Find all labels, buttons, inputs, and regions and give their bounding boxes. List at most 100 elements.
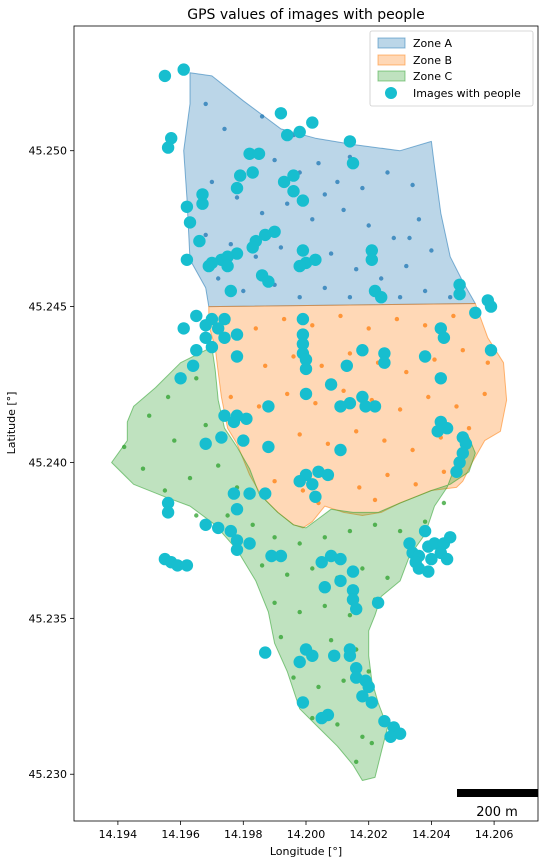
- people-point: [174, 372, 187, 385]
- zone-a-point: [316, 161, 321, 166]
- y-tick-label: 45.245: [29, 301, 68, 314]
- people-point: [161, 506, 175, 519]
- zone-a-point: [379, 276, 384, 281]
- people-point: [262, 440, 275, 454]
- point-layer: [122, 63, 498, 764]
- people-point: [193, 234, 206, 248]
- zone-c-point: [140, 466, 146, 471]
- people-point: [218, 409, 231, 422]
- people-point: [371, 596, 385, 609]
- people-point: [262, 275, 275, 288]
- zone-b-point: [422, 323, 428, 328]
- zone-b-point: [325, 441, 331, 446]
- people-point: [180, 253, 194, 266]
- legend-swatch-zone-a: [377, 37, 406, 49]
- people-point: [378, 715, 391, 728]
- zone-b-point: [354, 429, 359, 434]
- zone-b-point: [263, 363, 268, 368]
- people-point: [227, 487, 241, 500]
- zone-b-point: [394, 316, 400, 322]
- people-point: [343, 397, 357, 410]
- people-point: [469, 306, 482, 319]
- zone-a-point: [422, 288, 428, 294]
- people-point: [484, 300, 498, 313]
- people-point: [296, 194, 310, 207]
- legend-label-zone-b: Zone B: [413, 54, 452, 67]
- people-point: [190, 344, 203, 357]
- zone-c-point: [147, 413, 152, 418]
- people-point: [346, 593, 360, 606]
- people-point: [190, 309, 203, 323]
- zone-b-point: [466, 426, 472, 431]
- zone-a-point: [397, 295, 403, 300]
- zone-c-point: [250, 522, 255, 527]
- zone-c-point: [422, 519, 428, 524]
- people-point: [346, 565, 360, 578]
- people-point: [218, 331, 231, 344]
- people-point: [243, 487, 256, 500]
- people-point: [334, 552, 347, 566]
- people-point: [183, 216, 197, 229]
- people-point: [199, 437, 212, 450]
- people-point: [459, 437, 473, 450]
- zone-b-point: [300, 488, 306, 493]
- people-point: [306, 649, 319, 662]
- x-axis: 14.194 14.196 14.198 14.200 14.202 14.204 14.2…: [99, 821, 513, 841]
- people-point: [262, 400, 275, 413]
- legend-swatch-zone-b: [377, 54, 406, 66]
- zone-c-point: [347, 613, 353, 618]
- people-point: [293, 475, 306, 488]
- people-point: [362, 680, 375, 694]
- people-point: [268, 225, 281, 238]
- people-point: [365, 253, 378, 266]
- legend-label-zone-c: Zone C: [413, 70, 453, 83]
- zone-a-point: [241, 288, 246, 294]
- zone-c-point: [328, 638, 334, 643]
- people-point: [274, 107, 288, 120]
- people-point: [165, 132, 178, 145]
- people-point: [158, 69, 172, 83]
- people-point: [296, 312, 310, 326]
- zone-a-point: [322, 192, 327, 197]
- scale-bar: 200 m: [457, 789, 538, 820]
- people-point: [186, 359, 200, 372]
- people-point: [293, 259, 306, 273]
- zone-c-point: [310, 566, 315, 571]
- people-point: [252, 147, 266, 160]
- people-point: [484, 344, 498, 357]
- zone-c-point: [297, 609, 302, 615]
- zone-a-point: [297, 295, 302, 300]
- people-point: [324, 549, 338, 563]
- zone-c-point: [322, 603, 327, 609]
- x-tick-label: 14.198: [224, 828, 263, 841]
- people-point: [230, 503, 244, 516]
- legend-marker-people: [385, 87, 397, 99]
- zone-c-point: [366, 669, 371, 674]
- zone-c-point: [278, 634, 284, 640]
- zone-b-point: [382, 438, 387, 443]
- scale-bar-label: 200 m: [476, 805, 518, 820]
- zone-c-point: [441, 500, 447, 506]
- people-point: [196, 197, 209, 210]
- zone-a-point: [354, 267, 359, 272]
- zone-c-point: [291, 675, 296, 680]
- zone-c-point: [162, 488, 168, 493]
- zone-a-point: [404, 263, 409, 269]
- people-point: [440, 552, 454, 566]
- people-point: [227, 415, 241, 429]
- zone-b-point: [441, 469, 447, 474]
- people-point: [230, 247, 244, 260]
- zone-c-point: [372, 522, 378, 527]
- people-point: [230, 181, 244, 195]
- people-point: [403, 537, 416, 550]
- people-point: [453, 287, 466, 301]
- zone-c-point: [297, 541, 302, 546]
- legend-box: [369, 30, 534, 107]
- zone-b-point: [426, 394, 431, 400]
- zone-c-point: [347, 528, 353, 534]
- zone-c-point: [322, 535, 327, 540]
- zone-a-point: [448, 295, 453, 300]
- people-point: [375, 291, 388, 304]
- people-point: [318, 581, 331, 594]
- y-tick-label: 45.230: [29, 768, 68, 781]
